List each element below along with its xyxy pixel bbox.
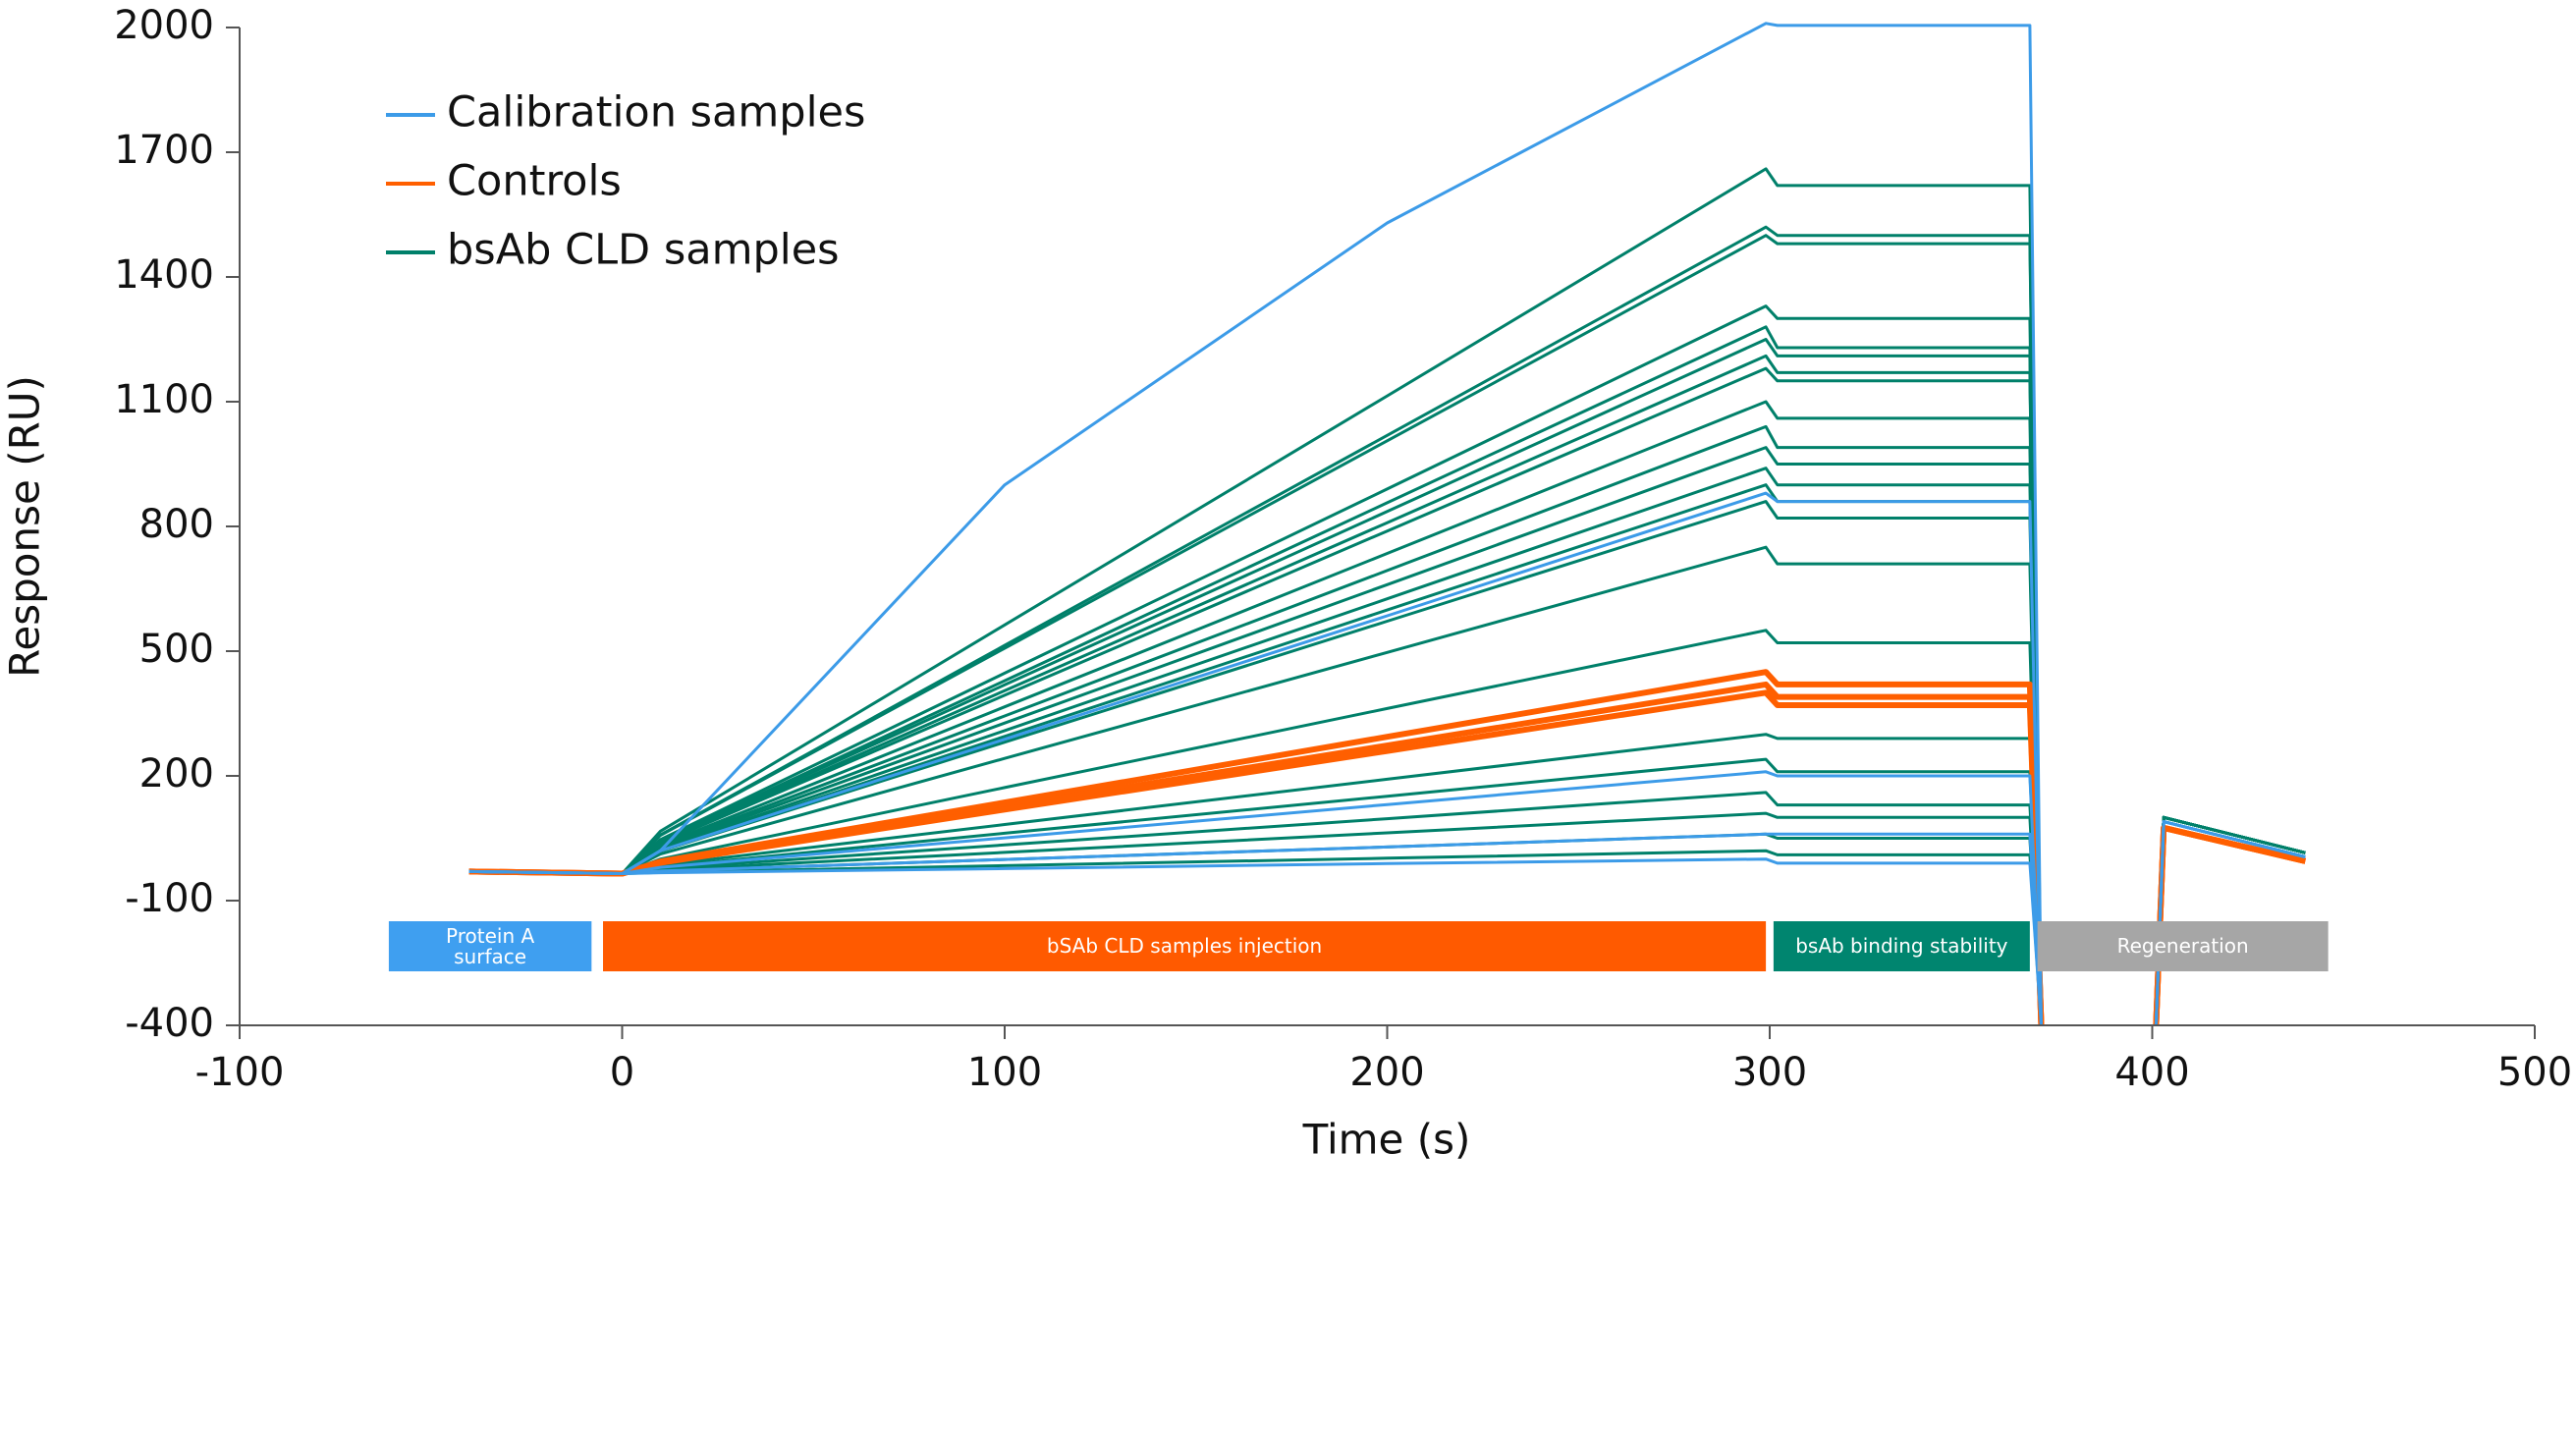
legend-label: bsAb CLD samples <box>447 226 840 275</box>
y-tick-label: 800 <box>139 502 214 547</box>
legend-label: Calibration samples <box>447 88 865 137</box>
y-tick-label: -100 <box>125 876 214 921</box>
phase-bar <box>603 921 1767 971</box>
phase-label: bsAb binding stability <box>1774 921 2030 971</box>
x-tick-label: 100 <box>967 1050 1042 1095</box>
x-tick-label: 200 <box>1349 1050 1424 1095</box>
x-tick-label: 500 <box>2497 1050 2572 1095</box>
y-tick-label: 500 <box>139 627 214 672</box>
phase-label: Protein A surface <box>389 921 591 971</box>
phase-bar <box>2037 921 2329 971</box>
y-tick-label: 2000 <box>114 3 214 48</box>
x-tick-label: 0 <box>610 1050 634 1095</box>
y-axis-title: Response (RU) <box>1 375 49 678</box>
phase-bar <box>388 921 592 971</box>
y-tick-label: -400 <box>125 1001 214 1046</box>
x-tick-label: -100 <box>195 1050 285 1095</box>
x-tick-label: 300 <box>1732 1050 1807 1095</box>
phase-text: bSAb CLD samples injection <box>1046 934 1323 958</box>
phase-text: bsAb binding stability <box>1795 934 2008 958</box>
phase-label: Regeneration <box>2038 921 2329 971</box>
legend-label: Controls <box>447 157 622 206</box>
plot-lines <box>468 22 2306 1025</box>
x-axis-title: Time (s) <box>1302 1116 1471 1164</box>
y-tick-label: 1400 <box>114 252 214 298</box>
phase-label: bSAb CLD samples injection <box>603 921 1766 971</box>
phase-text: Protein A surface <box>446 923 535 968</box>
y-tick-label: 200 <box>139 751 214 797</box>
y-tick-label: 1700 <box>114 128 214 173</box>
phase-bar <box>1773 921 2030 971</box>
y-tick-label: 1100 <box>114 377 214 422</box>
phase-text: Regeneration <box>2116 934 2249 958</box>
x-tick-label: 400 <box>2114 1050 2189 1095</box>
